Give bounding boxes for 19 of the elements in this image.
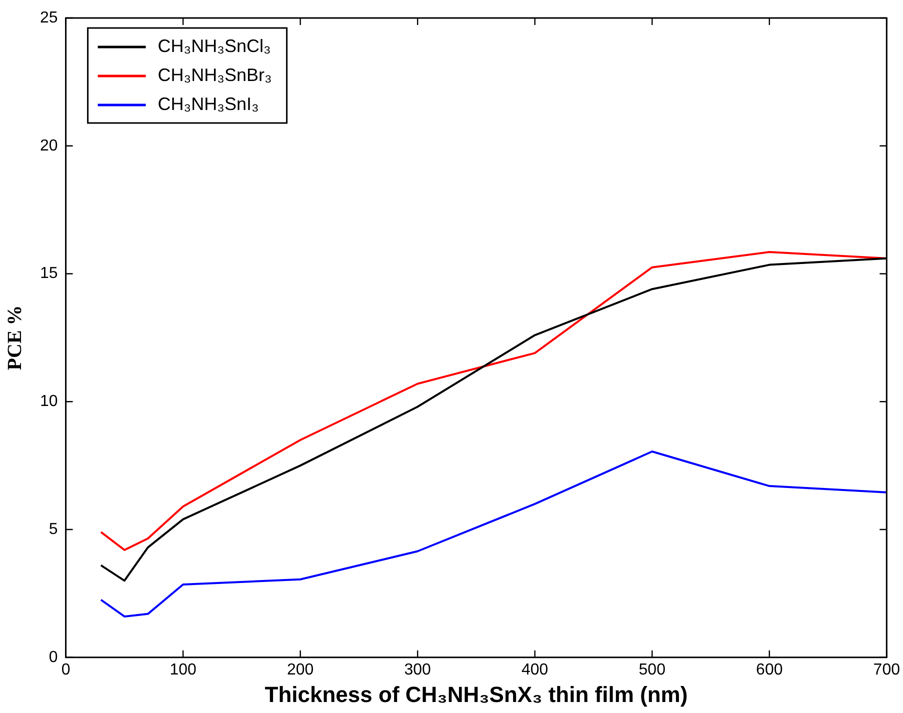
y-axis-title: PCE %: [4, 305, 26, 370]
legend-label: CH₃NH₃SnI₃: [158, 94, 259, 114]
y-tick-label: 15: [40, 265, 58, 282]
y-tick-label: 5: [48, 520, 58, 538]
legend-label: CH₃NH₃SnCl₃: [158, 36, 271, 56]
x-tick-label: 200: [286, 661, 314, 678]
x-tick-label: 0: [61, 661, 70, 678]
x-axis-title: Thickness of CH₃NH₃SnX₃ thin film (nm): [264, 682, 688, 707]
y-tick-label: 10: [40, 393, 58, 410]
x-tick-label: 400: [522, 661, 548, 678]
x-tick-label: 100: [170, 661, 197, 678]
y-tick-label: 0: [48, 648, 58, 666]
y-tick-label: 25: [40, 9, 58, 26]
x-tick-label: 300: [404, 661, 432, 678]
x-tick-label: 700: [873, 661, 900, 678]
y-tick-label: 20: [40, 137, 58, 154]
x-tick-label: 500: [638, 661, 666, 678]
x-tick-label: 600: [756, 661, 783, 678]
legend-label: CH₃NH₃SnBr₃: [158, 64, 272, 85]
